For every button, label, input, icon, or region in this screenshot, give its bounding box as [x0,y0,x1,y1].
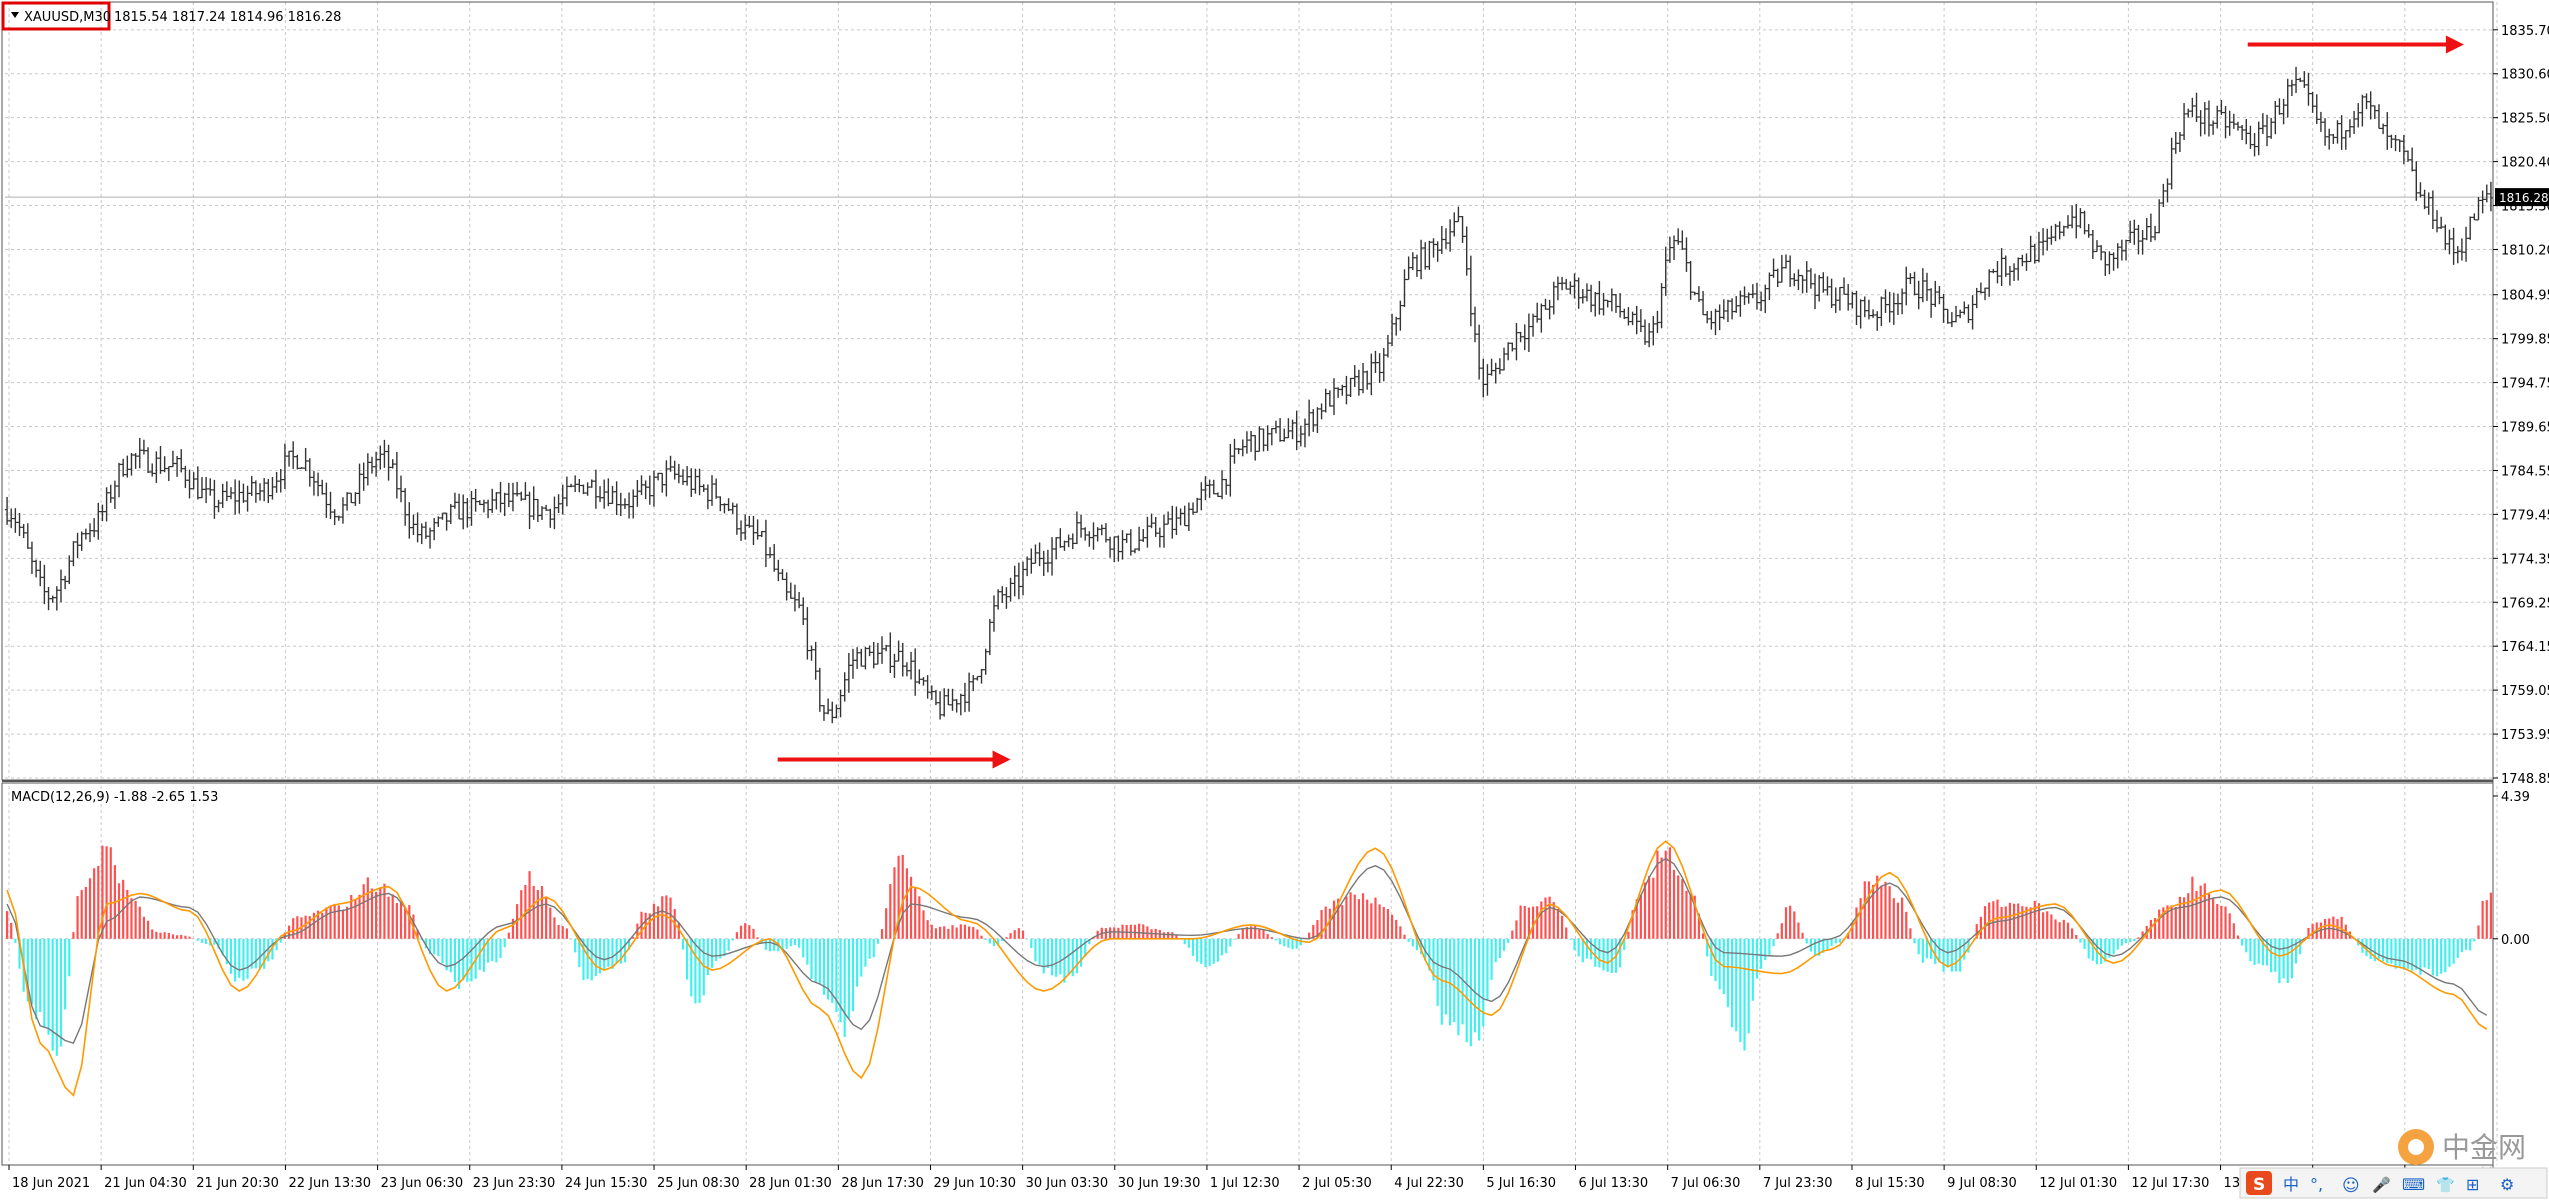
price-axis-label: 1769.25 [2501,596,2549,611]
time-axis-label: 30 Jun 03:30 [1026,1176,1109,1191]
time-axis-label: 7 Jul 23:30 [1763,1176,1833,1191]
price-axis-label: 1759.05 [2501,684,2549,699]
time-axis-label: 21 Jun 20:30 [196,1176,279,1191]
price-axis-label: 1789.65 [2501,421,2549,436]
price-axis-label: 1748.85 [2501,772,2549,787]
time-axis-label: 12 Jul 17:30 [2131,1176,2209,1191]
symbol-header: XAUUSD,M30 1815.54 1817.24 1814.96 1816.… [1,1,341,31]
watermark-text: 中金网 [2442,1131,2526,1164]
ime-toolbar-bg [2239,1167,2548,1199]
macd-axis-label: 0.00 [2501,933,2530,948]
annotations [777,35,2464,769]
macd-header: MACD(12,26,9) -1.88 -2.65 1.53 [11,790,218,805]
chart-frame [1,1,2494,1173]
signal-line [6,840,2488,1097]
ime-item-toolbox[interactable]: ⊞ [2466,1175,2479,1194]
ime-item-settings[interactable]: ⚙ [2500,1175,2514,1194]
ime-item-voice[interactable]: 🎤 [2372,1175,2391,1194]
ime-item-skin[interactable]: 👕 [2436,1176,2455,1194]
macd-lines [6,840,2488,1097]
price-axis-label: 1799.85 [2501,333,2549,348]
ime-item-keyboard[interactable]: ⌨ [2402,1175,2425,1194]
price-bars [4,66,2494,724]
ime-toolbar[interactable]: S 中 °, ☺ 🎤 ⌨ 👕 ⊞ ⚙ [2239,1167,2548,1199]
price-axis-label: 1794.75 [2501,377,2549,392]
time-axis-label: 24 Jun 15:30 [565,1176,648,1191]
time-axis-label: 7 Jul 06:30 [1671,1176,1741,1191]
time-axis-label: 21 Jun 04:30 [104,1176,187,1191]
time-axis-label: 25 Jun 08:30 [657,1176,740,1191]
macd-histogram [5,845,2493,1056]
right-arrow-icon [992,750,1011,769]
ime-item-punct[interactable]: °, [2310,1175,2323,1194]
time-axis-label: 23 Jun 23:30 [473,1176,556,1191]
price-axis-label: 1764.15 [2501,640,2549,655]
time-axis-label: 9 Jul 08:30 [1947,1176,2017,1191]
price-axis-label: 1784.55 [2501,464,2549,479]
watermark-logo-center [2408,1139,2424,1155]
symbol-highlight-box [1,1,111,31]
price-axis-label: 1825.50 [2501,112,2549,127]
price-axis-label: 1830.60 [2501,68,2549,83]
price-axis-label: 1835.70 [2501,24,2549,39]
ime-item-lang[interactable]: 中 [2283,1175,2299,1194]
price-axis-label: 1810.20 [2501,243,2549,258]
time-axis-label: 18 Jun 2021 [12,1176,90,1191]
ime-item-emoji[interactable]: ☺ [2342,1176,2360,1196]
time-axis-label: 12 Jul 01:30 [2039,1176,2117,1191]
time-axis-label: 4 Jul 22:30 [1394,1176,1464,1191]
time-axis-label: 2 Jul 05:30 [1302,1176,1372,1191]
macd-axis-label: 4.39 [2501,790,2530,805]
time-axis-label: 28 Jun 17:30 [841,1176,924,1191]
price-axis: 1835.701830.601825.501820.401815.301810.… [2493,24,2549,787]
right-arrow-icon [2445,35,2464,54]
price-axis-label: 1820.40 [2501,156,2549,171]
time-axis-label: 6 Jul 13:30 [1579,1176,1649,1191]
grid [5,2,2498,1165]
time-axis-label: 28 Jun 01:30 [749,1176,832,1191]
macd-axis: 4.39 0.00 [2493,790,2530,948]
time-axis-label: 1 Jul 12:30 [1210,1176,1280,1191]
triangle-down-icon[interactable] [11,12,19,18]
current-price-label: 1816.28 [2499,191,2549,205]
price-axis-label: 1774.35 [2501,552,2549,567]
current-price-box [2495,188,2549,207]
sogou-logo-icon[interactable] [2246,1171,2272,1195]
time-axis-label: 23 Jun 06:30 [381,1176,464,1191]
sogou-logo-text: S [2253,1175,2265,1195]
symbol-name: XAUUSD,M30 [24,10,111,25]
price-axis-label: 1753.95 [2501,728,2549,743]
time-axis-label: 22 Jun 13:30 [288,1176,371,1191]
time-axis-label: 5 Jul 16:30 [1486,1176,1556,1191]
time-axis-label: 29 Jun 10:30 [933,1176,1016,1191]
current-price-tag: 1816.28 [2495,188,2549,207]
price-axis-label: 1779.45 [2501,508,2549,523]
time-axis-label: 8 Jul 15:30 [1855,1176,1925,1191]
price-axis-label: 1804.95 [2501,289,2549,304]
time-axis-label: 30 Jun 19:30 [1118,1176,1201,1191]
ohlc-values: 1815.54 1817.24 1814.96 1816.28 [114,10,341,25]
